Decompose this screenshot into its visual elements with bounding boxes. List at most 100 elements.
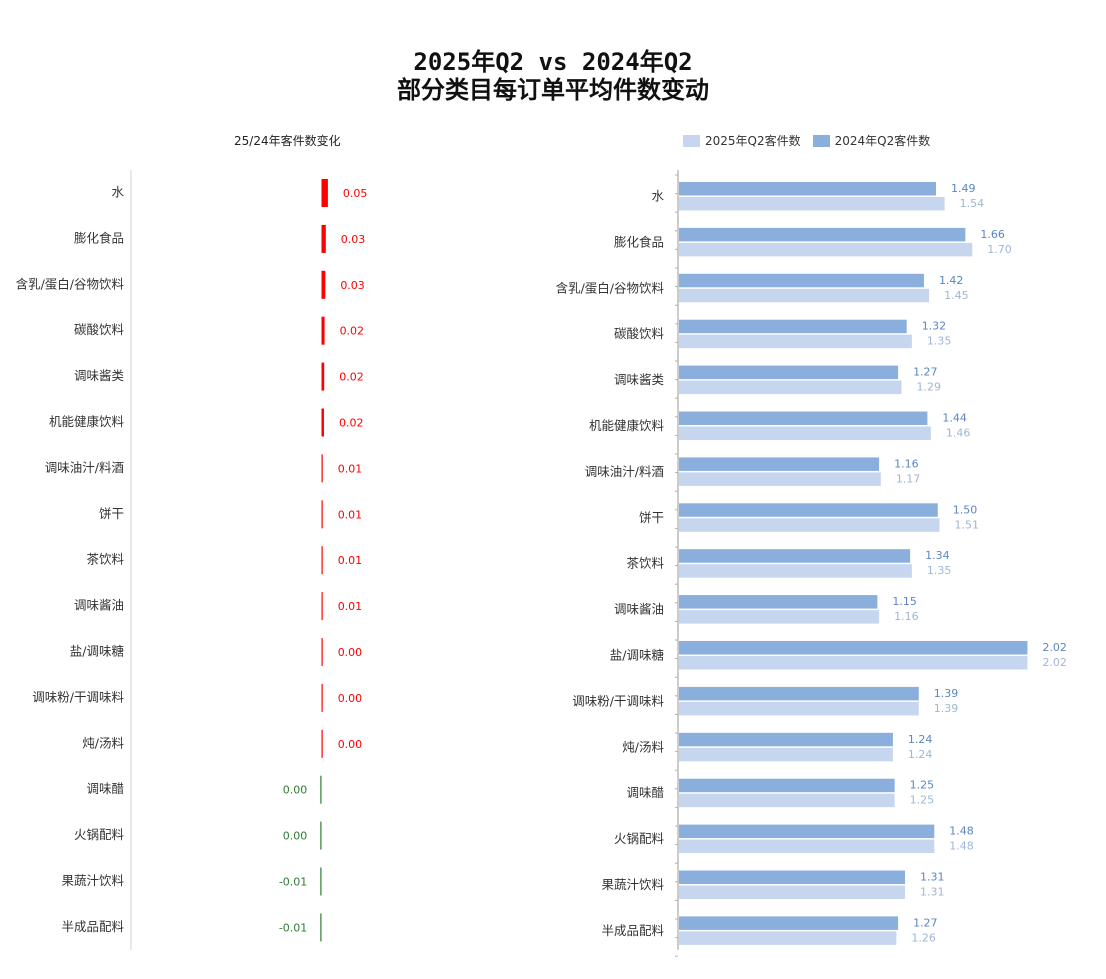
bar-2024 — [679, 411, 928, 425]
right-category-label: 茶饮料 — [626, 556, 664, 571]
bar-2025 — [679, 288, 930, 303]
data-label-2025: 1.26 — [911, 931, 936, 944]
change-chart-title: 25/24年客件数变化 — [234, 134, 341, 148]
change-data-label: 0.02 — [339, 371, 364, 384]
right-category-label: 火锅配料 — [614, 831, 665, 846]
right-category-label: 含乳/蛋白/谷物饮料 — [556, 280, 665, 295]
left-category-label: 盐/调味糖 — [70, 644, 125, 659]
bar-2024 — [679, 503, 938, 517]
data-label-2024: 1.24 — [908, 733, 933, 746]
data-label-2024: 1.15 — [892, 595, 917, 608]
data-label-2024: 1.31 — [920, 871, 945, 884]
bar-2025 — [679, 839, 935, 854]
data-label-2024: 2.02 — [1042, 641, 1067, 654]
bar-2024 — [679, 319, 907, 334]
right-category-label: 果蔬汁饮料 — [601, 877, 664, 892]
data-label-2024: 1.48 — [949, 825, 974, 838]
data-label-2024: 1.42 — [939, 274, 964, 287]
data-label-2024: 1.27 — [913, 916, 938, 929]
bar-2024 — [679, 227, 966, 242]
data-label-2024: 1.66 — [980, 228, 1005, 241]
legend-item-2024: 2024年Q2客件数 — [812, 132, 931, 149]
bar-2024 — [679, 182, 937, 196]
change-bar — [320, 913, 322, 942]
bar-2024 — [679, 686, 919, 701]
change-bar — [321, 592, 323, 621]
change-data-label: 0.00 — [338, 646, 363, 659]
data-label-2025: 1.54 — [960, 197, 985, 210]
legend-label-2024: 2024年Q2客件数 — [834, 134, 931, 148]
left-category-label: 碳酸饮料 — [74, 322, 125, 337]
data-label-2025: 1.51 — [954, 518, 979, 531]
change-bar — [321, 546, 323, 575]
change-data-label: 0.03 — [341, 233, 366, 246]
right-category-label: 水 — [651, 189, 664, 204]
bar-2025 — [679, 885, 905, 899]
data-label-2025: 1.31 — [920, 886, 945, 899]
change-bar — [321, 683, 323, 712]
legend-item-2025: 2025年Q2客件数 — [683, 132, 801, 149]
bar-2024 — [679, 916, 899, 930]
change-data-label: 0.01 — [338, 462, 363, 475]
bar-2025 — [679, 564, 912, 578]
data-label-2025: 1.39 — [934, 702, 959, 715]
left-category-label: 调味酱类 — [74, 368, 125, 383]
bar-2025 — [679, 656, 1028, 670]
change-data-label: 0.00 — [283, 784, 308, 797]
bar-2025 — [679, 197, 945, 211]
change-data-label: 0.02 — [340, 325, 365, 338]
data-label-2024: 1.32 — [922, 320, 947, 333]
change-bar — [321, 729, 323, 758]
right-category-label: 半成品配料 — [601, 923, 664, 938]
left-category-label: 调味粉/干调味料 — [32, 689, 124, 704]
right-category-label: 饼干 — [639, 510, 664, 525]
data-label-2025: 1.24 — [908, 748, 933, 761]
data-label-2025: 1.70 — [987, 243, 1012, 256]
change-data-label: -0.01 — [279, 921, 307, 934]
bar-2024 — [679, 365, 899, 380]
change-data-label: 0.01 — [338, 600, 363, 613]
right-category-label: 机能健康饮料 — [589, 418, 665, 433]
change-bar — [321, 500, 323, 529]
change-bar — [320, 775, 322, 804]
legend-swatch-2024 — [812, 134, 830, 147]
bar-2024 — [679, 549, 911, 563]
bar-2025 — [679, 472, 881, 486]
left-category-label: 含乳/蛋白/谷物饮料 — [16, 276, 125, 291]
data-label-2025: 1.16 — [894, 610, 919, 623]
legend: 2025年Q2客件数 2024年Q2客件数 — [683, 132, 942, 149]
bar-2025 — [679, 931, 897, 945]
change-data-label: -0.01 — [279, 876, 307, 889]
chart-title-line1: 2025年Q2 vs 2024年Q2 — [413, 48, 693, 76]
right-category-label: 盐/调味糖 — [610, 648, 665, 663]
bar-2025 — [679, 426, 931, 440]
change-bar — [321, 270, 326, 299]
change-bar — [321, 638, 323, 666]
left-category-label: 膨化食品 — [74, 230, 124, 245]
bar-2025 — [679, 793, 895, 808]
data-label-2024: 1.25 — [910, 779, 935, 792]
bar-2025 — [679, 701, 919, 716]
data-label-2024: 1.39 — [934, 687, 959, 700]
change-bar — [321, 179, 328, 207]
data-label-2025: 2.02 — [1042, 656, 1067, 669]
change-bar — [320, 821, 322, 850]
change-bar — [321, 316, 325, 345]
change-bar — [321, 224, 326, 253]
change-data-label: 0.01 — [338, 508, 363, 521]
data-label-2025: 1.35 — [927, 564, 952, 577]
bar-2025 — [679, 380, 902, 395]
right-category-label: 调味醋 — [626, 785, 664, 800]
right-category-label: 调味油汁/料酒 — [585, 464, 664, 479]
change-data-label: 0.03 — [340, 279, 365, 292]
change-bar — [321, 408, 324, 437]
change-bar — [320, 867, 322, 896]
change-data-label: 0.00 — [338, 692, 363, 705]
legend-label-2025: 2025年Q2客件数 — [705, 134, 801, 148]
left-category-label: 调味酱油 — [74, 598, 124, 613]
bar-2025 — [679, 242, 973, 257]
left-category-label: 调味醋 — [86, 781, 124, 796]
left-category-label: 果蔬汁饮料 — [61, 873, 124, 888]
data-label-2024: 1.50 — [953, 503, 978, 516]
